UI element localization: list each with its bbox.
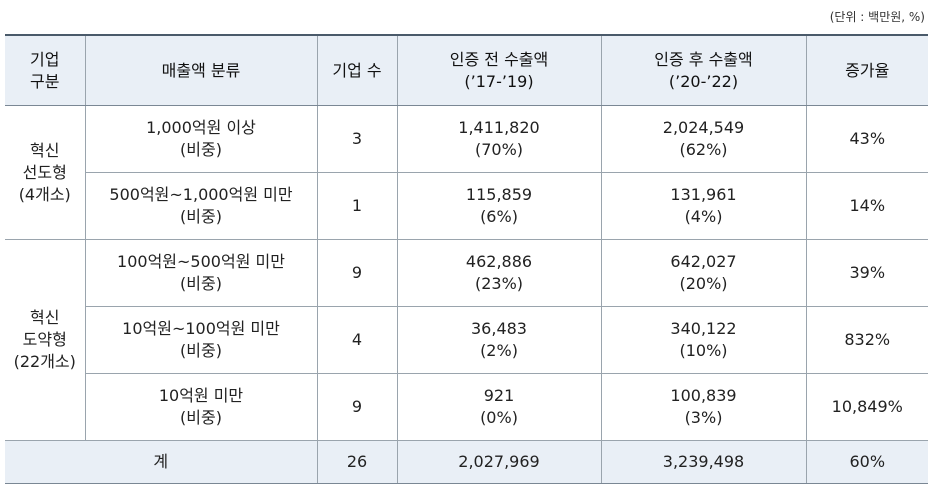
total-before: 2,027,969: [396, 440, 602, 484]
header-count: 기업 수: [316, 34, 398, 106]
export-table: 기업 구분 매출액 분류 기업 수 인증 전 수출액 (’17-’19) 인증 …: [5, 34, 928, 484]
cell-after: 2,024,549 (62%): [600, 105, 807, 173]
total-count: 26: [316, 440, 398, 484]
total-after: 3,239,498: [600, 440, 807, 484]
group-label-leap: 혁신 도약형 (22개소): [5, 239, 86, 441]
table-row: 500억원~1,000억원 미만 (비중) 1 115,859 (6%) 131…: [5, 172, 928, 240]
table-row: 혁신 도약형 (22개소) 100억원~500억원 미만 (비중) 9 462,…: [5, 239, 928, 441]
cell-growth: 39%: [805, 239, 928, 307]
header-row: 기업 구분 매출액 분류 기업 수 인증 전 수출액 (’17-’19) 인증 …: [5, 34, 928, 106]
cell-after: 100,839 (3%): [600, 373, 807, 441]
group-label-leading: 혁신 선도형 (4개소): [5, 105, 86, 240]
cell-growth: 10,849%: [805, 373, 928, 441]
header-growth: 증가율: [805, 34, 928, 106]
header-group: 기업 구분: [5, 34, 86, 106]
cell-category: 100억원~500억원 미만 (비중): [84, 239, 318, 307]
cell-count: 9: [316, 239, 398, 307]
total-row: 계 26 2,027,969 3,239,498 60%: [5, 440, 928, 484]
cell-before: 115,859 (6%): [396, 172, 602, 240]
table-row: 10억원~100억원 미만 (비중) 4 36,483 (2%) 340,122…: [5, 306, 928, 374]
table-row: 10억원 미만 (비중) 9 921 (0%) 100,839 (3%) 10,…: [5, 373, 928, 441]
header-after: 인증 후 수출액 (’20-’22): [600, 34, 807, 106]
table-row: 혁신 선도형 (4개소) 1,000억원 이상 (비중) 3 1,411,820…: [5, 105, 928, 240]
cell-growth: 43%: [805, 105, 928, 173]
total-growth: 60%: [805, 440, 928, 484]
cell-before: 462,886 (23%): [396, 239, 602, 307]
total-label: 계: [5, 440, 318, 484]
cell-growth: 832%: [805, 306, 928, 374]
cell-category: 10억원 미만 (비중): [85, 373, 318, 441]
header-category: 매출액 분류: [84, 34, 318, 106]
cell-category: 500억원~1,000억원 미만 (비중): [85, 172, 318, 240]
cell-before: 921 (0%): [396, 373, 602, 441]
header-before: 인증 전 수출액 (’17-’19): [396, 34, 602, 106]
cell-count: 1: [316, 172, 398, 240]
cell-after: 642,027 (20%): [600, 239, 807, 307]
cell-before: 1,411,820 (70%): [396, 105, 602, 173]
cell-growth: 14%: [805, 172, 928, 240]
cell-count: 9: [316, 373, 398, 441]
cell-count: 4: [316, 306, 398, 374]
cell-category: 10억원~100억원 미만 (비중): [85, 306, 318, 374]
cell-category: 1,000억원 이상 (비중): [84, 105, 318, 173]
cell-after: 131,961 (4%): [600, 172, 807, 240]
cell-before: 36,483 (2%): [396, 306, 602, 374]
cell-count: 3: [316, 105, 398, 173]
cell-after: 340,122 (10%): [600, 306, 807, 374]
unit-note: (단위 : 백만원, %): [829, 10, 925, 24]
